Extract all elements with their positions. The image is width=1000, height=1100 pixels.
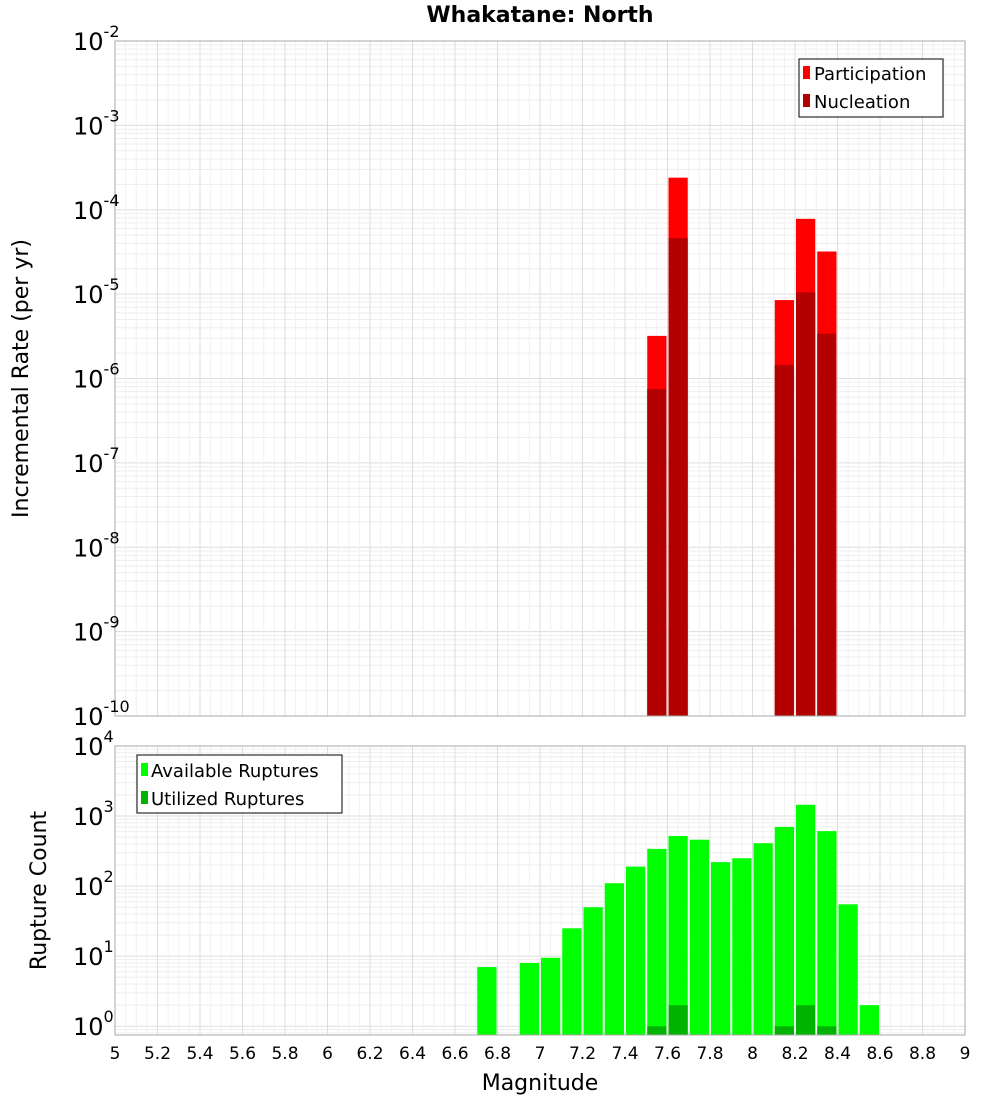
bar-nucleation bbox=[796, 292, 816, 716]
bar-available-ruptures bbox=[668, 835, 688, 1035]
x-tick-label: 5.8 bbox=[271, 1044, 298, 1064]
bar-available-ruptures bbox=[753, 843, 773, 1035]
y-tick-label: 10-3 bbox=[73, 106, 120, 140]
bar-available-ruptures bbox=[689, 839, 709, 1035]
bottom-y-axis-label: Rupture Count bbox=[27, 811, 52, 971]
x-tick-label: 7 bbox=[535, 1044, 546, 1064]
x-tick-label: 8 bbox=[747, 1044, 758, 1064]
x-tick-label: 7.4 bbox=[611, 1044, 638, 1064]
x-tick-label: 8.2 bbox=[781, 1044, 808, 1064]
y-tick-label: 103 bbox=[73, 797, 114, 831]
x-tick-label: 9 bbox=[960, 1044, 971, 1064]
y-tick-label: 10-8 bbox=[73, 528, 120, 562]
bar-nucleation bbox=[668, 238, 688, 716]
x-tick-label: 5.4 bbox=[186, 1044, 213, 1064]
x-tick-label: 5.6 bbox=[229, 1044, 256, 1064]
y-tick-label: 10-2 bbox=[73, 22, 120, 56]
y-tick-label: 10-9 bbox=[73, 613, 120, 647]
x-ticks: 5 5.2 5.4 5.6 5.8 6 6.2 6.4 6.6 6.8 7 7.2 7.4 7.6 7.8 8… bbox=[110, 1044, 971, 1064]
top-bars bbox=[647, 177, 837, 716]
legend-swatch-participation bbox=[803, 66, 810, 79]
bar-available-ruptures bbox=[796, 804, 816, 1035]
bar-utilized-ruptures bbox=[796, 1005, 816, 1035]
x-tick-label: 8.6 bbox=[866, 1044, 893, 1064]
top-plot-frame bbox=[114, 40, 966, 717]
x-tick-label: 6 bbox=[322, 1044, 333, 1064]
y-tick-label: 10-4 bbox=[73, 191, 120, 225]
y-tick-label: 104 bbox=[73, 727, 114, 761]
y-tick-label: 10-5 bbox=[73, 275, 120, 309]
top-y-axis-label: Incremental Rate (per yr) bbox=[9, 239, 34, 518]
x-tick-label: 6.2 bbox=[356, 1044, 383, 1064]
bar-utilized-ruptures bbox=[647, 1026, 667, 1035]
y-tick-label: 10-7 bbox=[73, 444, 120, 478]
bottom-grid bbox=[114, 745, 966, 1035]
bar-available-ruptures bbox=[732, 858, 752, 1035]
y-tick-label: 102 bbox=[73, 867, 114, 901]
bottom-bars bbox=[477, 804, 879, 1035]
bar-available-ruptures bbox=[626, 866, 646, 1035]
x-tick-label: 6.6 bbox=[441, 1044, 468, 1064]
x-tick-label: 8.8 bbox=[909, 1044, 936, 1064]
legend-label-utilized-ruptures: Utilized Ruptures bbox=[151, 789, 304, 810]
bar-utilized-ruptures bbox=[774, 1026, 794, 1035]
x-tick-label: 7.2 bbox=[569, 1044, 596, 1064]
x-axis-label: Magnitude bbox=[482, 1071, 599, 1096]
legend-label-available-ruptures: Available Ruptures bbox=[151, 761, 319, 782]
bar-available-ruptures bbox=[838, 904, 858, 1035]
x-tick-label: 7.8 bbox=[696, 1044, 723, 1064]
y-tick-label: 10-10 bbox=[73, 697, 130, 731]
top-legend: Participation Nucleation bbox=[798, 58, 944, 118]
bar-available-ruptures bbox=[583, 907, 603, 1035]
bar-available-ruptures bbox=[647, 848, 667, 1035]
top-legend-box bbox=[798, 58, 944, 118]
bottom-legend-box bbox=[136, 754, 343, 814]
bar-available-ruptures bbox=[562, 928, 582, 1035]
x-tick-label: 8.4 bbox=[824, 1044, 851, 1064]
x-tick-label: 5.2 bbox=[144, 1044, 171, 1064]
bar-available-ruptures bbox=[604, 883, 624, 1035]
legend-label-participation: Participation bbox=[814, 64, 926, 85]
bar-nucleation bbox=[647, 389, 667, 716]
bar-available-ruptures bbox=[859, 1005, 879, 1035]
x-tick-label: 7.6 bbox=[654, 1044, 681, 1064]
y-tick-label: 10-6 bbox=[73, 360, 120, 394]
legend-label-nucleation: Nucleation bbox=[814, 92, 910, 113]
bar-utilized-ruptures bbox=[668, 1005, 688, 1035]
bar-nucleation bbox=[774, 364, 794, 716]
bar-available-ruptures bbox=[541, 957, 561, 1035]
bar-available-ruptures bbox=[519, 962, 539, 1035]
legend-swatch-available-ruptures bbox=[141, 763, 148, 776]
bar-available-ruptures bbox=[477, 967, 497, 1035]
top-y-ticks: 10-2 10-3 10-4 10-5 10-6 10-7 10-8 10-9 10-10 bbox=[73, 22, 130, 731]
bottom-plot-frame bbox=[114, 745, 966, 1036]
top-plot: 10-2 10-3 10-4 10-5 10-6 10-7 10-8 10-9 10-10 In… bbox=[9, 22, 966, 731]
bar-utilized-ruptures bbox=[817, 1026, 837, 1035]
chart-title: Whakatane: North bbox=[426, 3, 653, 28]
legend-swatch-utilized-ruptures bbox=[141, 791, 148, 804]
bar-available-ruptures bbox=[817, 831, 837, 1035]
x-tick-label: 6.4 bbox=[399, 1044, 426, 1064]
bar-nucleation bbox=[817, 333, 837, 716]
bar-available-ruptures bbox=[711, 862, 731, 1035]
bottom-legend: Available Ruptures Utilized Ruptures bbox=[136, 754, 343, 814]
y-tick-label: 101 bbox=[73, 937, 114, 971]
y-tick-label: 100 bbox=[73, 1007, 114, 1041]
bar-available-ruptures bbox=[774, 826, 794, 1035]
bottom-y-ticks: 104 103 102 101 100 bbox=[73, 727, 114, 1041]
x-tick-label: 6.8 bbox=[484, 1044, 511, 1064]
legend-swatch-nucleation bbox=[803, 94, 810, 107]
top-grid bbox=[114, 40, 966, 717]
x-tick-label: 5 bbox=[110, 1044, 121, 1064]
bottom-plot: 104 103 102 101 100 5 5.2 5.4 5.6 5.8 6 6.2 6.4 6.6 6… bbox=[27, 727, 970, 1096]
